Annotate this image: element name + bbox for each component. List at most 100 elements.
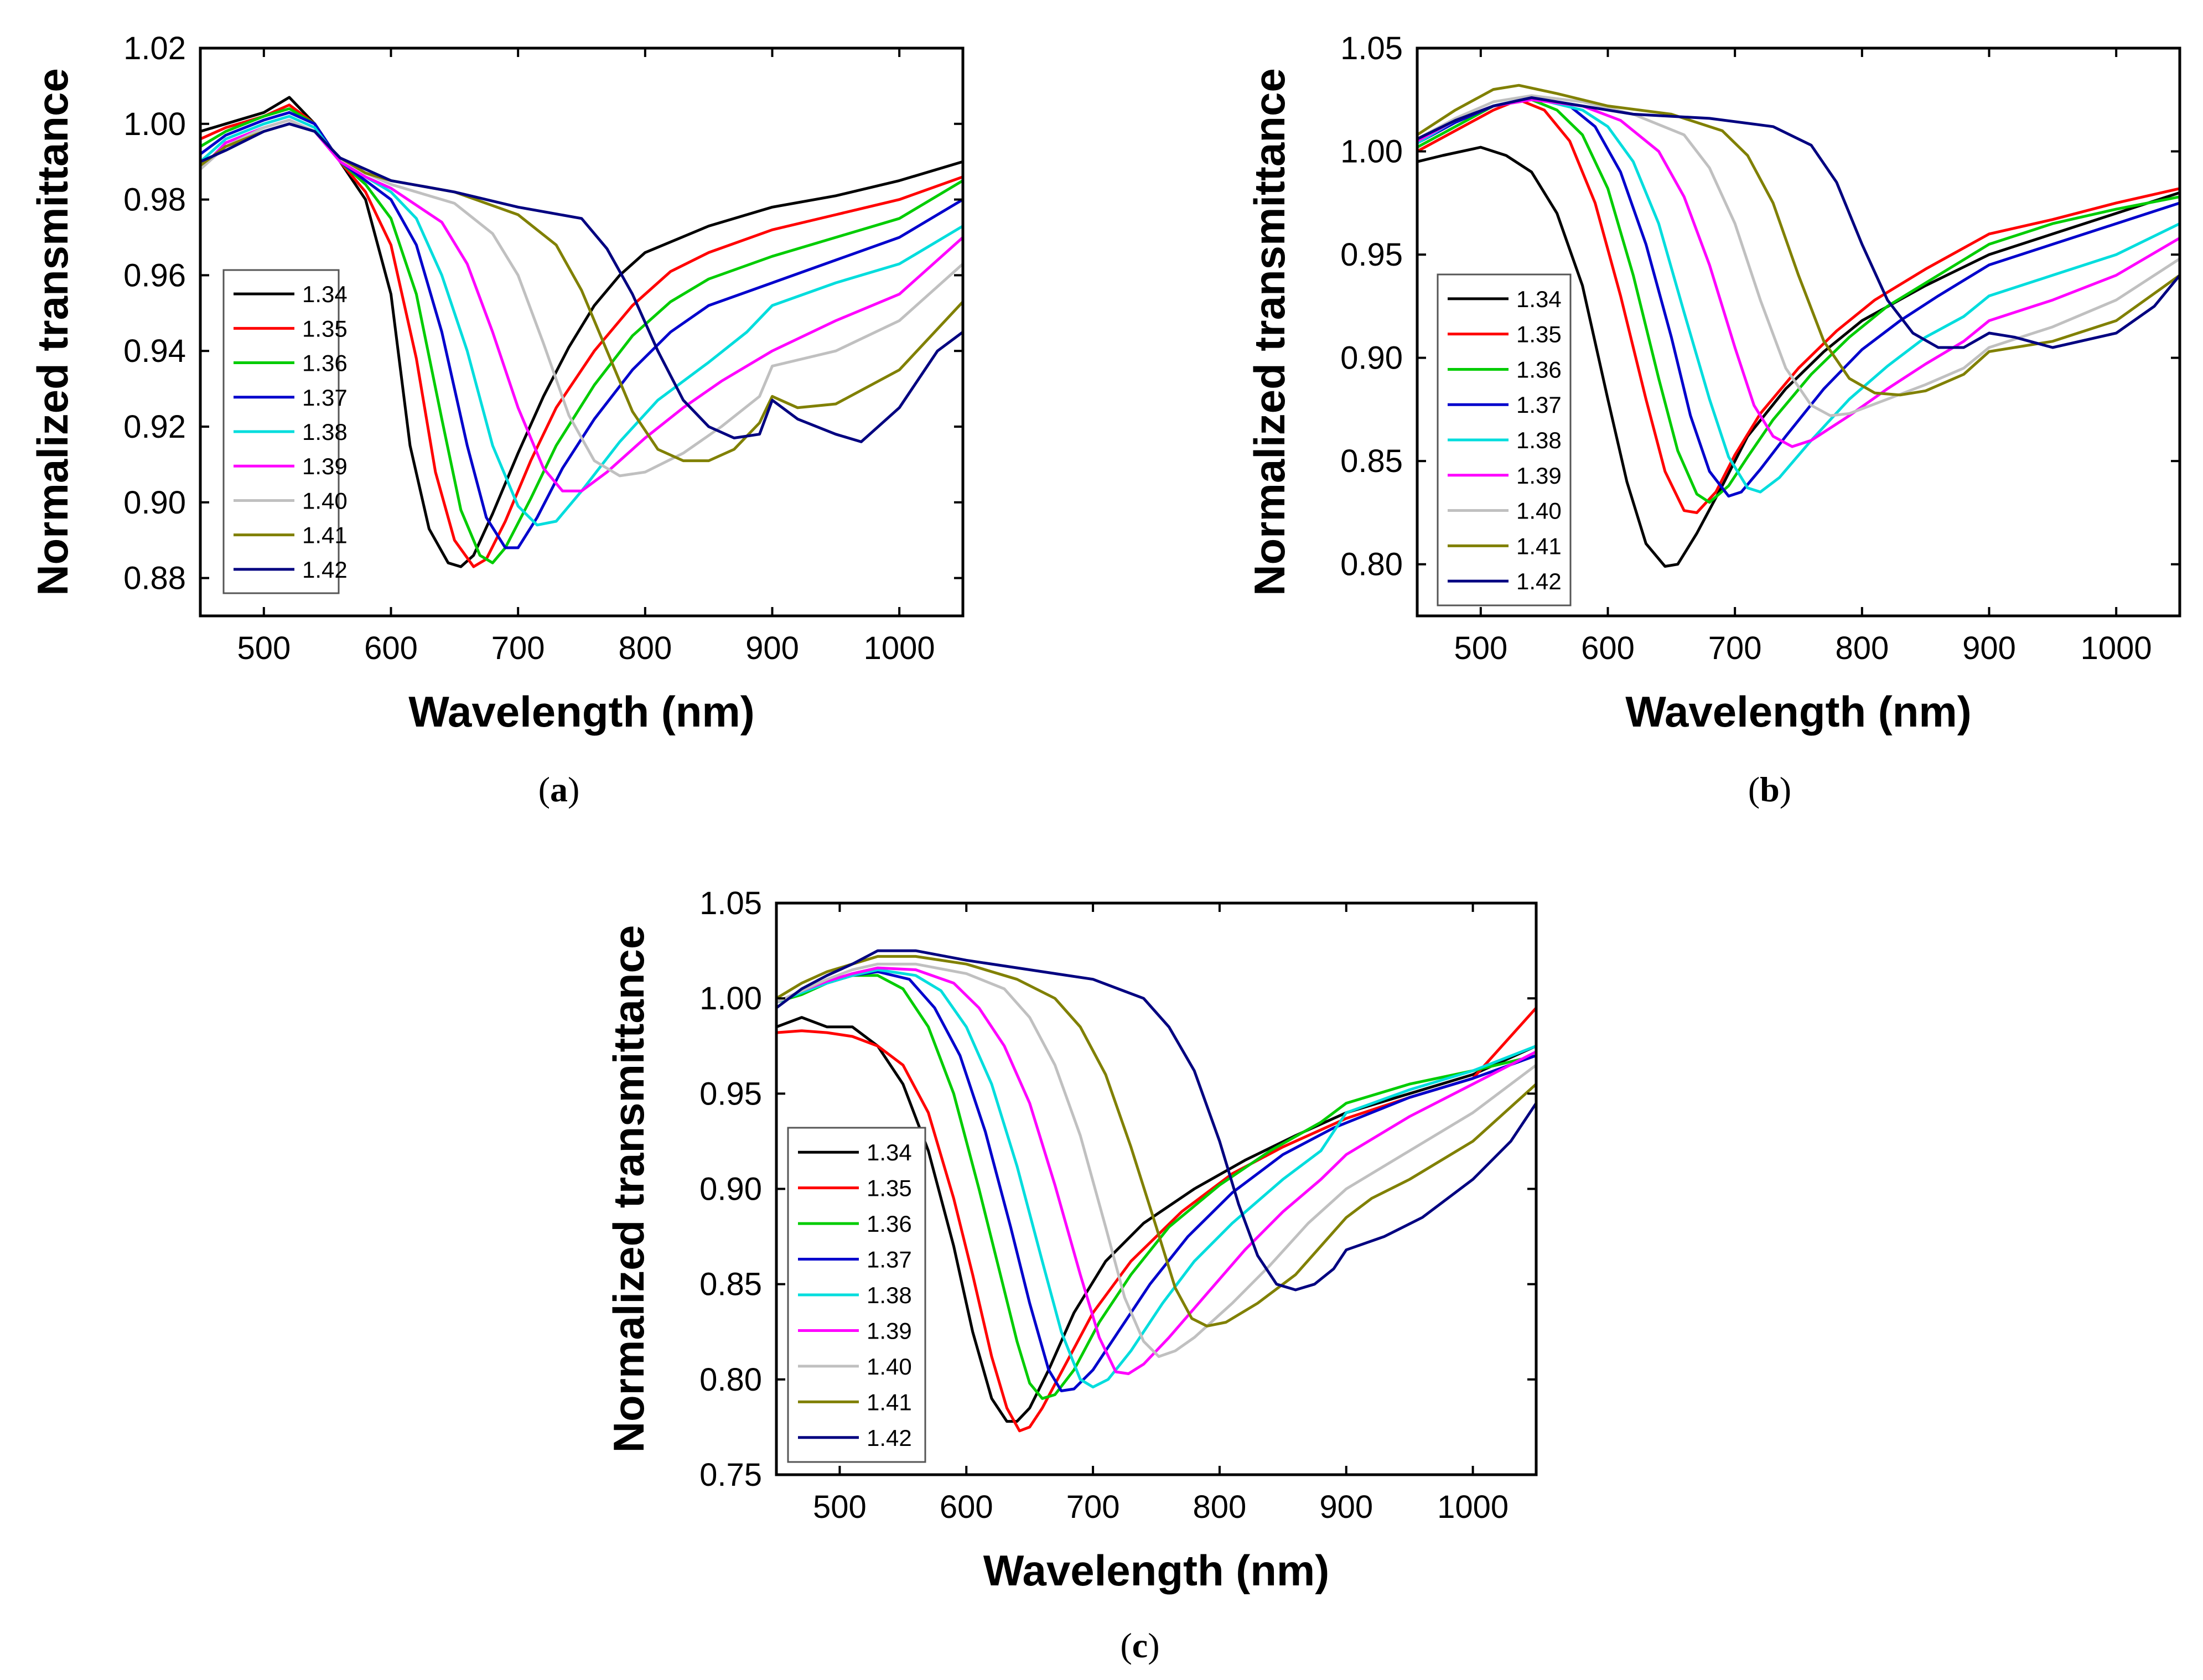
series-line-1-40 xyxy=(776,962,1536,1358)
x-tick-label: 700 xyxy=(491,630,545,666)
caption-letter: c xyxy=(1132,1626,1148,1665)
series-line-1-41 xyxy=(1417,84,2180,397)
legend-label: 1.41 xyxy=(302,522,348,548)
x-tick-label: 900 xyxy=(1319,1489,1373,1525)
x-axis-title: Wavelength (nm) xyxy=(408,687,754,736)
x-tick-label: 900 xyxy=(745,630,799,666)
series-line-1-38 xyxy=(776,968,1536,1389)
series-line-1-35 xyxy=(1417,98,2180,514)
panel-caption: (a) xyxy=(538,770,580,809)
series-group xyxy=(776,949,1536,1433)
legend-label: 1.42 xyxy=(867,1425,912,1451)
y-tick-label: 0.94 xyxy=(123,333,186,369)
y-tick-label: 1.05 xyxy=(699,885,762,921)
y-tick-label: 0.88 xyxy=(123,561,186,597)
x-tick-label: 700 xyxy=(1066,1489,1120,1525)
series-line-1-42 xyxy=(200,122,963,443)
plot-frame xyxy=(1416,46,2181,618)
series-line-1-42 xyxy=(776,949,1536,1292)
series-line-1-39 xyxy=(776,966,1536,1375)
series-line-1-36 xyxy=(776,974,1536,1400)
y-tick-label: 1.00 xyxy=(699,981,762,1017)
y-tick-label: 0.75 xyxy=(699,1457,762,1493)
caption-open-paren: ( xyxy=(1748,770,1760,809)
legend-label: 1.34 xyxy=(1516,286,1562,312)
legend-label: 1.39 xyxy=(867,1318,912,1344)
y-tick-label: 0.85 xyxy=(699,1267,762,1303)
legend-label: 1.37 xyxy=(302,385,348,411)
panel-caption: (b) xyxy=(1748,770,1791,809)
x-tick-label: 500 xyxy=(237,630,291,666)
y-tick-label: 0.80 xyxy=(699,1362,762,1398)
y-tick-label: 0.80 xyxy=(1340,547,1403,583)
legend-label: 1.41 xyxy=(867,1389,912,1415)
legend-label: 1.36 xyxy=(302,350,348,376)
y-tick-label: 0.92 xyxy=(123,409,186,445)
y-tick-label: 0.90 xyxy=(123,485,186,521)
y-tick-label: 0.95 xyxy=(1340,237,1403,273)
legend-label: 1.41 xyxy=(1516,533,1562,559)
legend-label: 1.39 xyxy=(302,453,348,479)
caption-open-paren: ( xyxy=(1120,1626,1132,1665)
x-tick-label: 700 xyxy=(1708,630,1762,666)
caption-close-paren: ) xyxy=(568,770,579,809)
legend: 1.34 1.35 1.36 1.37 1.38 1.39 1.40 1.41 1.42 xyxy=(787,1127,926,1463)
legend-label: 1.40 xyxy=(1516,498,1562,524)
series-line-1-38 xyxy=(1417,96,2180,494)
x-tick-label: 1000 xyxy=(864,630,935,666)
y-tick-label: 1.00 xyxy=(1340,134,1403,170)
legend-label: 1.38 xyxy=(867,1282,912,1308)
legend-label: 1.34 xyxy=(867,1139,912,1165)
y-axis-title: Normalized transmittance xyxy=(28,68,77,596)
series-line-1-37 xyxy=(776,970,1536,1392)
panel-caption: (c) xyxy=(1120,1626,1159,1665)
panel-b: 500 600 700 800 900 1000 0.80 0.85 0.90 0.95 1.00 1… xyxy=(1245,30,2181,809)
y-tick-label: 0.96 xyxy=(123,257,186,293)
x-tick-label: 800 xyxy=(1835,630,1889,666)
legend-label: 1.42 xyxy=(1516,568,1562,594)
legend-label: 1.35 xyxy=(1516,322,1562,348)
legend: 1.34 1.35 1.36 1.37 1.38 1.39 1.40 1.41 1.42 xyxy=(1437,273,1572,606)
legend-label: 1.42 xyxy=(302,557,348,583)
x-tick-label: 500 xyxy=(1454,630,1507,666)
legend-label: 1.36 xyxy=(1516,356,1562,382)
caption-close-paren: ) xyxy=(1780,770,1791,809)
x-tick-label: 500 xyxy=(813,1489,867,1525)
y-tick-label: 0.90 xyxy=(699,1171,762,1207)
legend: 1.34 1.35 1.36 1.37 1.38 1.39 1.40 1.41 1.42 xyxy=(222,269,348,594)
x-tick-label: 600 xyxy=(364,630,418,666)
y-tick-label: 1.05 xyxy=(1340,30,1403,66)
legend-label: 1.35 xyxy=(302,315,348,341)
caption-letter: b xyxy=(1760,770,1780,809)
legend-label: 1.38 xyxy=(302,419,348,445)
y-tick-label: 0.90 xyxy=(1340,340,1403,376)
x-tick-label: 900 xyxy=(1962,630,2016,666)
x-tick-label: 600 xyxy=(940,1489,993,1525)
legend-label: 1.36 xyxy=(867,1211,912,1237)
series-line-1-34 xyxy=(1417,146,2180,568)
x-tick-label: 1000 xyxy=(2081,630,2152,666)
series-line-1-37 xyxy=(200,111,963,549)
y-tick-label: 1.00 xyxy=(123,106,186,142)
series-line-1-38 xyxy=(200,115,963,527)
panel-c: 500 600 700 800 900 1000 0.75 0.80 0.85 0.90 0.95 1… xyxy=(604,885,1538,1665)
series-line-1-35 xyxy=(776,1007,1536,1433)
y-tick-label: 0.95 xyxy=(699,1076,762,1112)
legend-label: 1.39 xyxy=(1516,463,1562,489)
caption-letter: a xyxy=(550,770,568,809)
legend-label: 1.40 xyxy=(867,1354,912,1380)
series-group xyxy=(1417,84,2180,568)
legend-label: 1.35 xyxy=(867,1175,912,1201)
y-axis-title: Normalized transmittance xyxy=(604,925,653,1453)
x-axis-title: Wavelength (nm) xyxy=(983,1546,1329,1595)
x-axis-title: Wavelength (nm) xyxy=(1625,687,1971,736)
x-tick-label: 1000 xyxy=(1437,1489,1509,1525)
series-line-1-41 xyxy=(776,955,1536,1328)
legend-label: 1.40 xyxy=(302,488,348,514)
legend-label: 1.37 xyxy=(867,1247,912,1273)
caption-close-paren: ) xyxy=(1148,1626,1159,1665)
series-line-1-40 xyxy=(1417,94,2180,417)
x-tick-label: 800 xyxy=(1193,1489,1247,1525)
